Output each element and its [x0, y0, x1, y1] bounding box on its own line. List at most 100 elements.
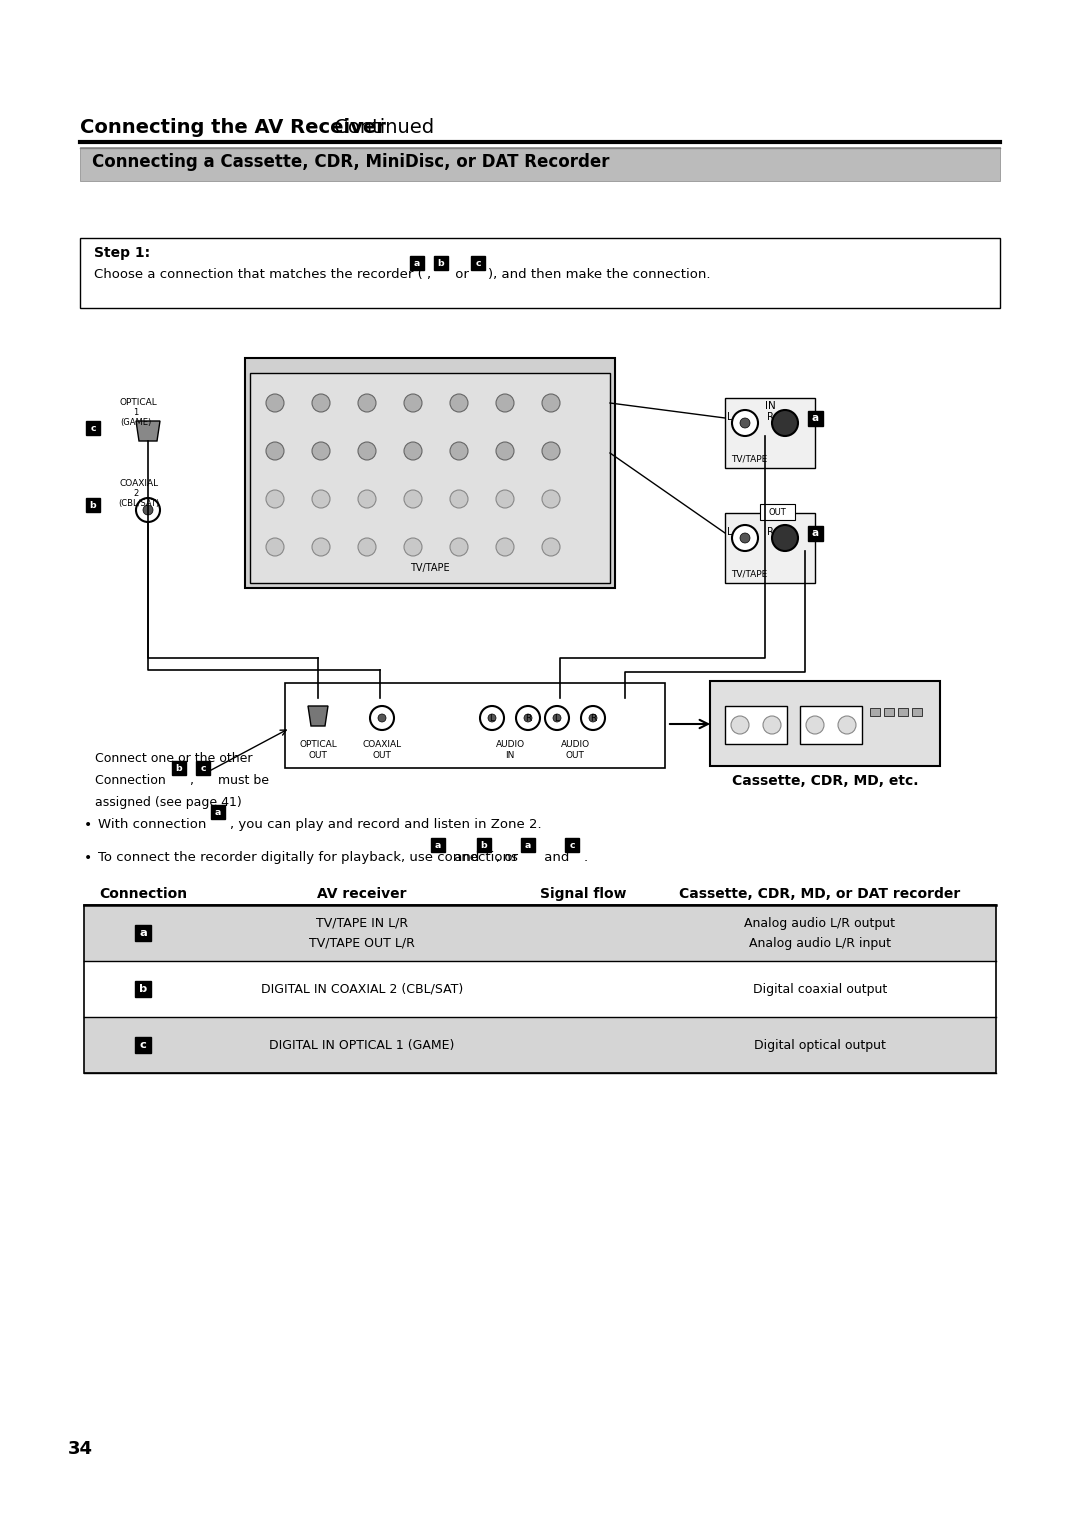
Text: ,: ,	[427, 267, 435, 281]
FancyBboxPatch shape	[86, 422, 99, 435]
Circle shape	[312, 442, 330, 460]
Text: and: and	[540, 851, 573, 863]
FancyBboxPatch shape	[434, 257, 448, 270]
Circle shape	[266, 538, 284, 556]
Text: Digital coaxial output: Digital coaxial output	[753, 983, 887, 996]
Bar	[897, 707, 908, 717]
Bar	[710, 681, 940, 766]
Text: b: b	[437, 258, 444, 267]
Text: Cassette, CDR, MD, etc.: Cassette, CDR, MD, etc.	[732, 775, 918, 788]
FancyBboxPatch shape	[197, 761, 210, 775]
Text: , or: , or	[496, 851, 523, 863]
Circle shape	[312, 538, 330, 556]
Circle shape	[312, 394, 330, 413]
Circle shape	[266, 394, 284, 413]
Bar	[870, 707, 880, 717]
Circle shape	[450, 490, 468, 507]
Text: a: a	[525, 840, 531, 850]
Text: IN: IN	[765, 400, 775, 411]
Bar	[80, 238, 1000, 309]
Circle shape	[496, 442, 514, 460]
Circle shape	[450, 442, 468, 460]
Circle shape	[450, 394, 468, 413]
Text: Analog audio L/R output: Analog audio L/R output	[744, 917, 895, 929]
Text: Choose a connection that matches the recorder (: Choose a connection that matches the rec…	[94, 267, 422, 281]
Bar	[285, 683, 665, 769]
Bar	[912, 707, 922, 717]
Bar	[725, 513, 815, 584]
Text: b: b	[176, 764, 183, 773]
Circle shape	[838, 717, 856, 733]
Text: c: c	[200, 764, 206, 773]
Bar	[84, 905, 996, 961]
Circle shape	[589, 714, 597, 723]
Circle shape	[496, 490, 514, 507]
Circle shape	[542, 394, 561, 413]
Circle shape	[740, 533, 750, 542]
Bar	[885, 707, 894, 717]
FancyBboxPatch shape	[86, 498, 99, 512]
Text: c: c	[475, 258, 481, 267]
FancyBboxPatch shape	[471, 257, 485, 270]
Text: a: a	[435, 840, 441, 850]
Text: b: b	[90, 501, 96, 509]
Circle shape	[404, 394, 422, 413]
Circle shape	[266, 442, 284, 460]
Text: c: c	[139, 1041, 147, 1050]
Text: OPTICAL: OPTICAL	[120, 397, 158, 406]
Text: R: R	[590, 714, 596, 723]
Text: With connection: With connection	[98, 817, 211, 831]
Text: Signal flow: Signal flow	[540, 886, 626, 902]
Bar	[760, 504, 795, 520]
Text: Cassette, CDR, MD, or DAT recorder: Cassette, CDR, MD, or DAT recorder	[679, 886, 960, 902]
Text: COAXIAL
OUT: COAXIAL OUT	[363, 740, 402, 759]
Text: To connect the recorder digitally for playback, use connections: To connect the recorder digitally for pl…	[98, 851, 522, 863]
Bar	[84, 1018, 996, 1073]
Text: a: a	[215, 807, 221, 816]
FancyBboxPatch shape	[172, 761, 186, 775]
Circle shape	[806, 717, 824, 733]
Text: R: R	[525, 714, 531, 723]
Text: Analog audio L/R input: Analog audio L/R input	[750, 937, 891, 949]
FancyBboxPatch shape	[410, 257, 423, 270]
Text: TV/TAPE: TV/TAPE	[731, 568, 767, 578]
FancyBboxPatch shape	[565, 839, 579, 851]
Text: R: R	[767, 413, 774, 422]
Polygon shape	[136, 422, 160, 442]
Text: Connection: Connection	[99, 886, 187, 902]
Circle shape	[542, 442, 561, 460]
Polygon shape	[308, 706, 328, 726]
Text: , you can play and record and listen in Zone 2.: , you can play and record and listen in …	[230, 817, 542, 831]
Text: L: L	[489, 714, 495, 723]
Text: TV/TAPE OUT L/R: TV/TAPE OUT L/R	[309, 937, 415, 949]
Text: AV receiver: AV receiver	[318, 886, 407, 902]
Text: must be: must be	[214, 775, 269, 787]
Text: 2: 2	[133, 489, 138, 498]
Text: Connecting a Cassette, CDR, MiniDisc, or DAT Recorder: Connecting a Cassette, CDR, MiniDisc, or…	[92, 153, 609, 171]
Text: TV/TAPE: TV/TAPE	[731, 454, 767, 463]
Text: assigned (see page 41): assigned (see page 41)	[95, 796, 242, 808]
FancyBboxPatch shape	[431, 839, 445, 851]
Circle shape	[524, 714, 532, 723]
Bar	[725, 706, 787, 744]
Circle shape	[357, 538, 376, 556]
Text: 1: 1	[133, 408, 138, 417]
Text: L: L	[727, 527, 732, 536]
Circle shape	[542, 538, 561, 556]
Circle shape	[357, 490, 376, 507]
Bar	[80, 147, 1000, 180]
Text: a: a	[414, 258, 420, 267]
Text: L: L	[554, 714, 559, 723]
Circle shape	[772, 526, 798, 552]
Circle shape	[553, 714, 561, 723]
Text: b: b	[139, 984, 147, 995]
Text: ), and then make the connection.: ), and then make the connection.	[488, 267, 711, 281]
FancyBboxPatch shape	[135, 1038, 151, 1053]
Text: b: b	[481, 840, 487, 850]
Circle shape	[496, 394, 514, 413]
Bar	[245, 358, 615, 588]
Text: (GAME): (GAME)	[120, 419, 151, 426]
Text: Connecting the AV Receiver: Connecting the AV Receiver	[80, 118, 386, 138]
Text: Digital optical output: Digital optical output	[754, 1039, 886, 1051]
Text: 34: 34	[68, 1439, 93, 1458]
